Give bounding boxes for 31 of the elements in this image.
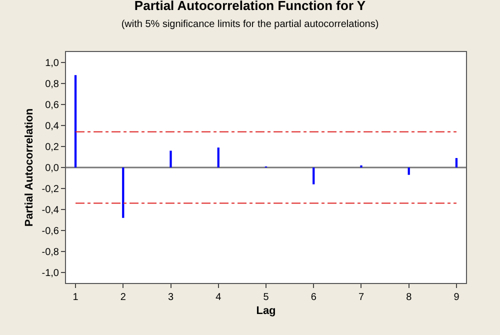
- x-tick-label: 4: [216, 292, 222, 303]
- x-tick-label: 1: [72, 292, 79, 303]
- chart-subtitle: (with 5% significance limits for the partial autocorrelations): [121, 18, 379, 30]
- x-axis-title: Lag: [256, 305, 276, 318]
- y-tick-label: -1,0: [42, 268, 60, 279]
- x-tick-label: 5: [263, 292, 270, 303]
- bar: [312, 168, 315, 184]
- bar: [170, 150, 172, 168]
- x-tick-label: 3: [168, 292, 174, 303]
- bar: [122, 168, 124, 218]
- y-tick-label: 0,0: [45, 163, 60, 174]
- y-axis-title: Partial Autocorrelation: [23, 108, 36, 227]
- x-tick-label: 6: [310, 292, 317, 303]
- y-tick-label: -0,6: [42, 226, 60, 237]
- bar: [408, 168, 410, 175]
- y-tick-label: 0,4: [45, 121, 60, 132]
- x-tick-label: 8: [406, 292, 412, 303]
- x-tick-label: 9: [454, 292, 460, 303]
- y-tick-label: 0,2: [45, 142, 60, 153]
- bar: [455, 158, 458, 168]
- chart-title: Partial Autocorrelation Function for Y: [134, 0, 366, 14]
- y-tick-label: 1,0: [45, 58, 60, 69]
- y-tick-label: 0,8: [45, 79, 60, 90]
- x-tick-label: 2: [120, 292, 126, 303]
- x-tick-label: 7: [358, 292, 364, 303]
- y-tick-label: -0,4: [42, 205, 60, 216]
- bar: [74, 75, 77, 168]
- y-tick-label: 0,6: [45, 100, 60, 111]
- y-tick-label: -0,2: [42, 184, 60, 195]
- bar: [217, 148, 220, 168]
- y-tick-label: -0,8: [42, 247, 60, 258]
